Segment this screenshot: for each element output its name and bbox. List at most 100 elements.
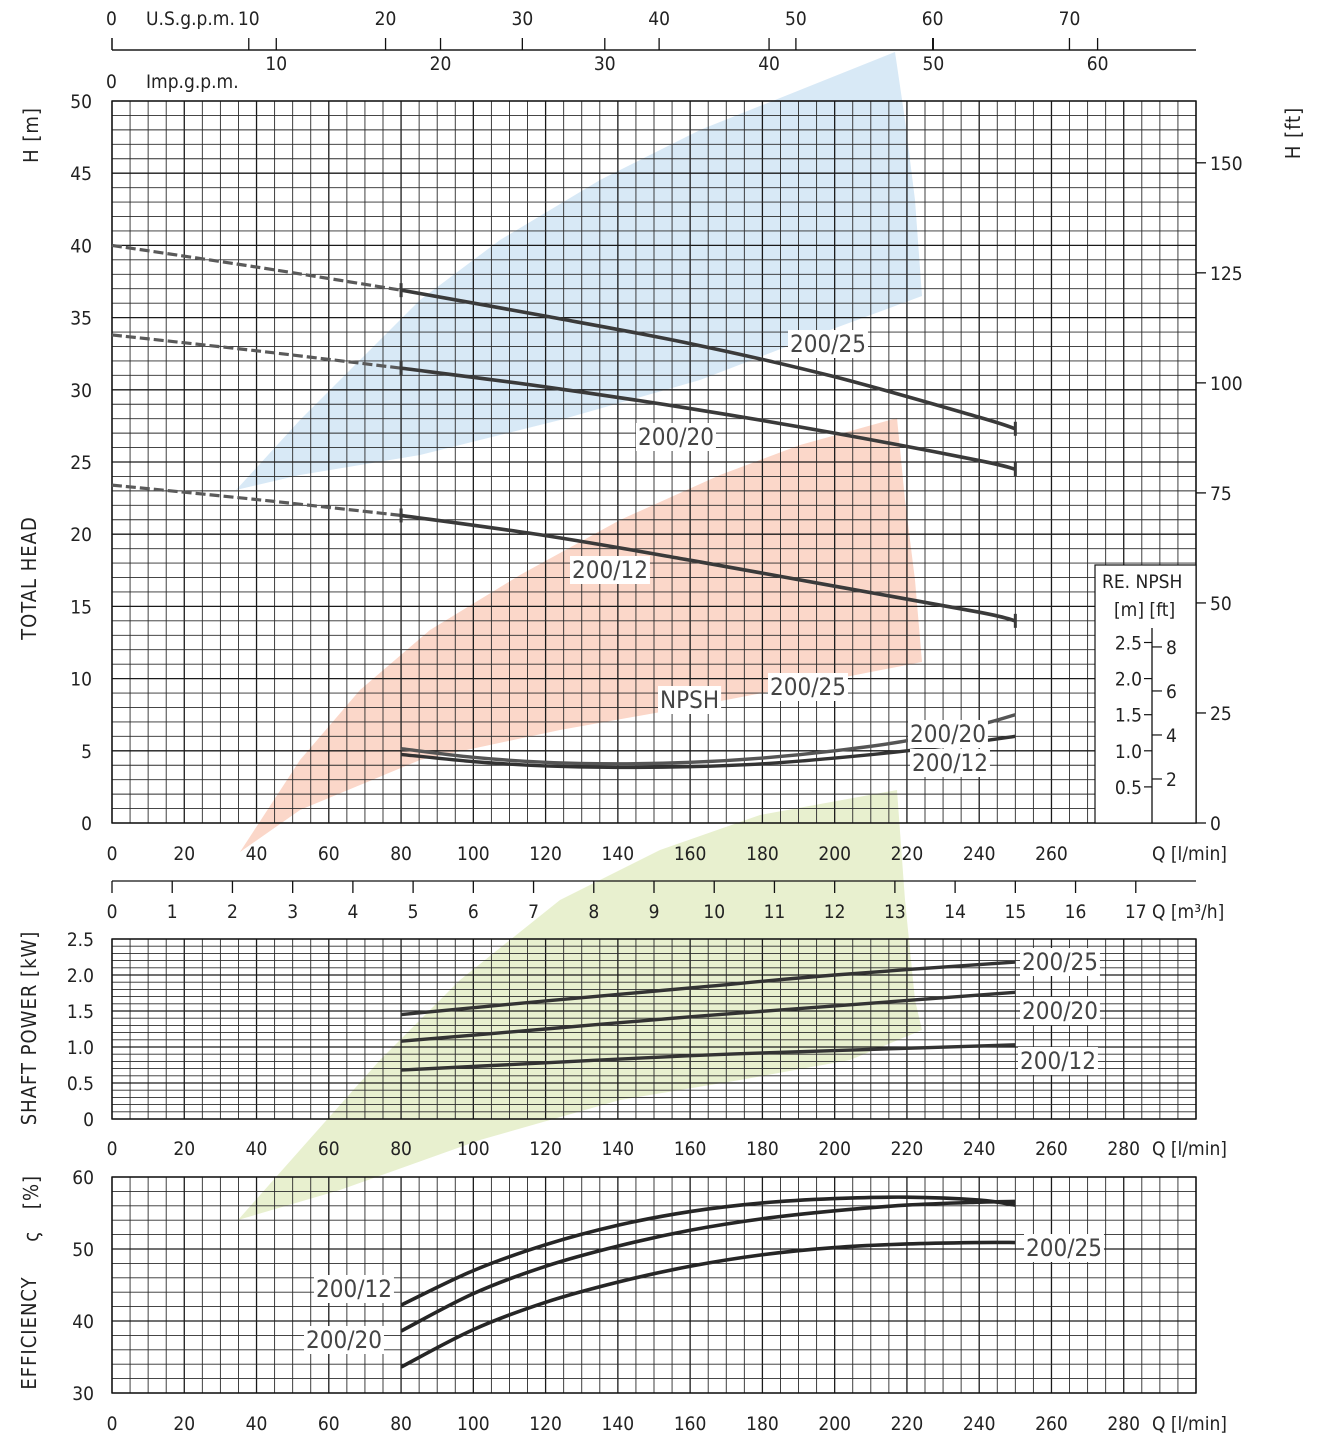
m3h-tick-label: 2 xyxy=(227,901,238,923)
ft-tick-label: 25 xyxy=(1210,703,1232,725)
usgpm-scale-tick-label: 60 xyxy=(922,8,944,30)
eff-x-tick-label: 60 xyxy=(318,1413,340,1434)
impgpm-scale-tick-label: 40 xyxy=(758,53,780,75)
impgpm-scale-tick-label: 20 xyxy=(430,53,452,75)
head-y-tick-label: 20 xyxy=(70,524,92,546)
power-curve-200-12 xyxy=(400,1043,1016,1072)
head-x-tick-label: 200 xyxy=(818,843,851,865)
eff-curve-200-20 xyxy=(400,1199,1016,1333)
usgpm-scale-tick-label: 10 xyxy=(238,8,260,30)
head-x-tick-label: 80 xyxy=(390,843,412,865)
head-curve-200-12 xyxy=(400,513,1016,623)
m3h-tick-label: 6 xyxy=(468,901,479,923)
power-x-tick-label: 220 xyxy=(891,1138,924,1160)
npsh-ft-tick-label: 6 xyxy=(1166,681,1177,703)
head-curve-200-20-dashed xyxy=(111,333,402,370)
curves xyxy=(111,243,1017,1369)
eff-x-tick-label: 220 xyxy=(891,1413,924,1434)
m3h-tick-label: 7 xyxy=(528,901,539,923)
impgpm-zero: 0 xyxy=(106,71,117,93)
label-bg xyxy=(314,1275,394,1303)
power-axis-title: SHAFT POWER [kW] xyxy=(17,931,41,1126)
head-x-tick-label: 260 xyxy=(1035,843,1068,865)
ft-tick-label: 100 xyxy=(1210,373,1243,395)
eff-curve-200-12 xyxy=(400,1195,1016,1307)
label-bg xyxy=(910,749,990,777)
eff-x-tick-label: 280 xyxy=(1107,1413,1140,1434)
m3h-tick-label: 5 xyxy=(408,901,419,923)
ft-tick-label: 150 xyxy=(1210,153,1243,175)
label-npsh-200-20: 200/20 xyxy=(910,720,986,748)
efficiency-grid xyxy=(111,1176,1197,1394)
power-x-tick-label: 120 xyxy=(529,1138,562,1160)
usgpm-zero: 0 xyxy=(106,8,117,30)
label-bg xyxy=(768,673,848,701)
power-x-tick-label: 60 xyxy=(318,1138,340,1160)
head-x-tick-label: 140 xyxy=(602,843,635,865)
eff-unit: [%] xyxy=(19,1175,43,1209)
head-y-tick-label: 45 xyxy=(70,163,92,185)
power-y-tick-label: 2.0 xyxy=(67,965,94,987)
power-x-tick-label: 200 xyxy=(818,1138,851,1160)
npsh-m-tick-label: 0.5 xyxy=(1115,777,1142,799)
m3h-tick-label: 12 xyxy=(824,901,846,923)
eff-x-tick-label: 0 xyxy=(107,1413,118,1434)
npsh-ft-tick-label: 4 xyxy=(1166,725,1177,747)
m3h-tick-label: 17 xyxy=(1125,901,1147,923)
head-x-tick-label: 20 xyxy=(173,843,195,865)
label-eff-200-12: 200/12 xyxy=(316,1275,392,1303)
impgpm-scale-tick-label: 10 xyxy=(265,53,287,75)
eff-y-tick-label: 50 xyxy=(72,1239,94,1261)
label-eff-200-20: 200/20 xyxy=(306,1326,382,1354)
label-head-200-20: 200/20 xyxy=(638,423,714,451)
label-head-200-25: 200/25 xyxy=(790,330,866,358)
usgpm-scale-tick-label: 40 xyxy=(648,8,670,30)
npsh-box xyxy=(1094,564,1197,824)
head-unit-m: H [m] xyxy=(19,107,43,163)
head-x-tick-label: 60 xyxy=(318,843,340,865)
usgpm-scale-tick-label: 20 xyxy=(375,8,397,30)
head-unit-ft: H [ft] xyxy=(1281,107,1305,159)
eff-x-tick-label: 160 xyxy=(674,1413,707,1434)
eff-x-tick-label: 240 xyxy=(963,1413,996,1434)
head-frame xyxy=(111,100,1197,824)
label-bg xyxy=(788,330,868,358)
label-bg xyxy=(1020,948,1100,976)
npsh-scale: 0.5 1.0 1.5 2.0 2.5 2 4 6 8 xyxy=(1115,628,1177,823)
head-x-tick-label: 180 xyxy=(746,843,779,865)
eff-x-tick-label: 40 xyxy=(246,1413,268,1434)
m3h-tick-label: 1 xyxy=(167,901,178,923)
label-bg xyxy=(658,686,722,714)
label-bg xyxy=(304,1326,384,1354)
head-y-tick-label: 25 xyxy=(70,452,92,474)
head-y-tick-label: 40 xyxy=(70,235,92,257)
label-bg xyxy=(1024,1234,1104,1262)
head-x-tick-label: 240 xyxy=(963,843,996,865)
power-x-tick-label: 100 xyxy=(457,1138,490,1160)
impgpm-scale: 10 20 30 40 50 60 xyxy=(111,38,1196,75)
usgpm-scale-tick-label: 70 xyxy=(1059,8,1081,30)
power-y-tick-label: 1.5 xyxy=(67,1001,94,1023)
efficiency-frame xyxy=(111,1176,1197,1394)
power-y-tick-label: 0 xyxy=(83,1109,94,1131)
power-x-tick-label: 280 xyxy=(1107,1138,1140,1160)
m3h-tick-label: 4 xyxy=(347,901,358,923)
head-x-tick-label: 100 xyxy=(457,843,490,865)
head-curve-200-25-dashed xyxy=(111,243,402,292)
label-power-200-12: 200/12 xyxy=(1020,1047,1096,1075)
eff-x-unit: Q [l/min] xyxy=(1152,1413,1227,1434)
eff-x-tick-label: 260 xyxy=(1035,1413,1068,1434)
m3h-tick-label: 15 xyxy=(1004,901,1026,923)
impgpm-scale-tick-label: 50 xyxy=(922,53,944,75)
label-head-200-12: 200/12 xyxy=(572,556,648,584)
m3h-tick-label: 16 xyxy=(1065,901,1087,923)
npsh-m-tick-label: 2.5 xyxy=(1115,633,1142,655)
npsh-m-tick-label: 1.0 xyxy=(1115,741,1142,763)
area-green xyxy=(238,790,922,1220)
head-y-tick-label: 35 xyxy=(70,308,92,330)
power-y-tick-label: 2.5 xyxy=(67,929,94,951)
label-npsh-200-12: 200/12 xyxy=(912,749,988,777)
power-x-tick-label: 140 xyxy=(602,1138,635,1160)
